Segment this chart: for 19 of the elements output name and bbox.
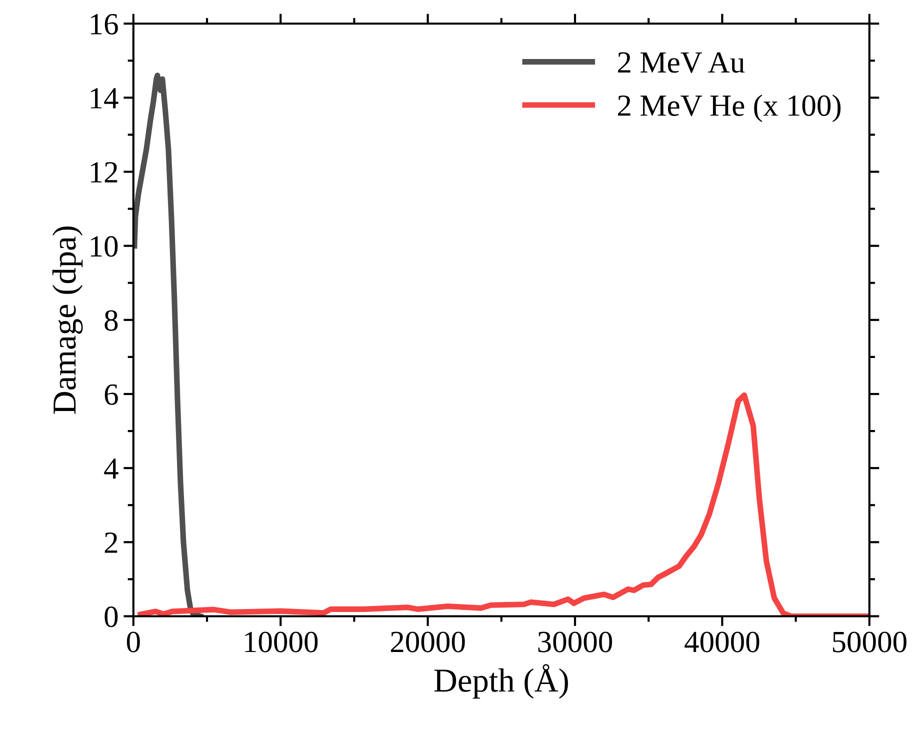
x-axis-title: Depth (Å)	[434, 664, 568, 699]
y-tick-label: 14	[90, 88, 118, 108]
legend-label: 2 MeV Au	[618, 52, 745, 73]
y-tick-label: 8	[104, 310, 118, 331]
x-tick-label: 0	[126, 632, 140, 652]
y-axis-title: Damage (dpa)	[52, 226, 83, 414]
y-tick-label: 6	[104, 384, 118, 405]
y-tick-label: 12	[90, 162, 118, 182]
x-tick-label: 20000	[390, 632, 465, 652]
y-tick-label: 16	[90, 14, 118, 35]
x-tick-label: 50000	[832, 632, 906, 652]
y-tick-label: 2	[104, 532, 118, 553]
x-tick-label: 30000	[538, 632, 612, 652]
legend-label: 2 MeV He (x 100)	[618, 94, 841, 122]
y-tick-label: 0	[104, 606, 118, 628]
y-tick-label: 10	[90, 236, 118, 257]
x-tick-label: 40000	[684, 632, 760, 652]
x-tick-label: 10000	[245, 632, 318, 652]
y-tick-label: 4	[104, 458, 118, 479]
